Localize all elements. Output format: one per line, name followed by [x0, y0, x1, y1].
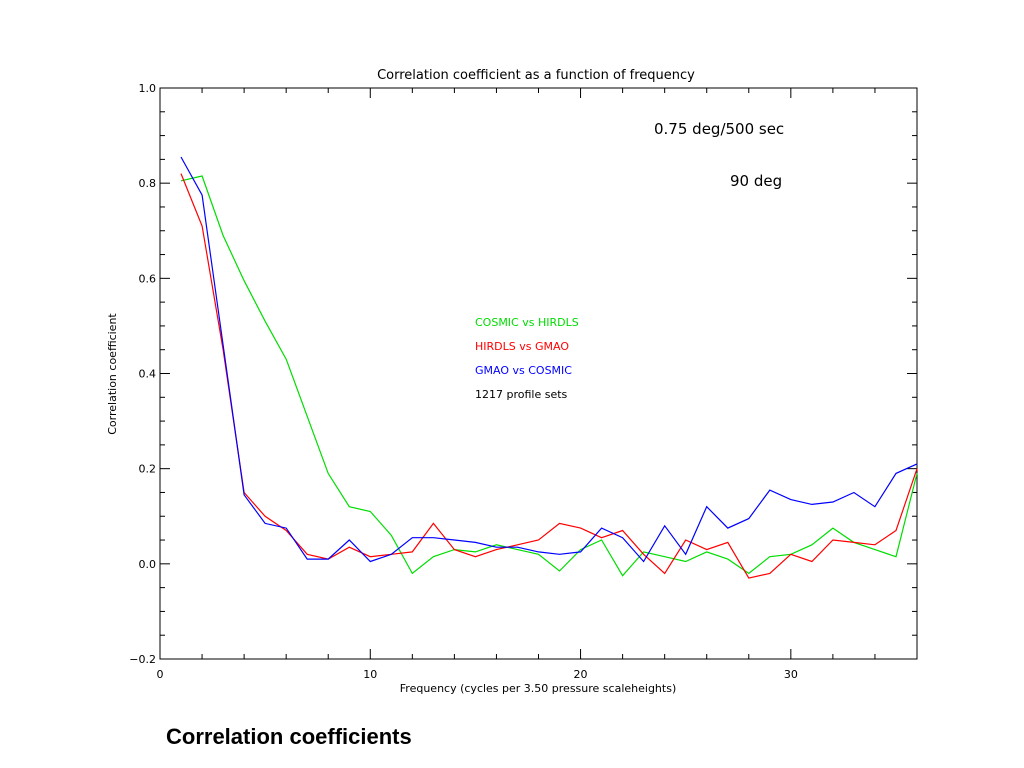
x-axis-label: Frequency (cycles per 3.50 pressure scal… [400, 682, 676, 695]
y-tick-label: −0.2 [129, 653, 156, 666]
y-tick-label: 0.8 [139, 177, 157, 190]
slide-caption: Correlation coefficients [166, 724, 412, 749]
axis-ticks [159, 87, 918, 660]
series-line-cosmic-vs-hirdls [180, 175, 918, 577]
x-tick-label: 20 [574, 668, 588, 681]
annotation-rate: 0.75 deg/500 sec [654, 120, 784, 138]
x-tick-label: 0 [157, 668, 164, 681]
y-tick-label: 0.2 [139, 463, 157, 476]
y-tick-label: 0.4 [139, 368, 157, 381]
legend-entry-hirdls-gmao: HIRDLS vs GMAO [475, 340, 569, 353]
y-tick-label: 1.0 [139, 82, 157, 95]
y-tick-label: 0.0 [139, 558, 157, 571]
annotation-angle: 90 deg [730, 172, 782, 190]
y-tick-label: 0.6 [139, 272, 157, 285]
legend-note: 1217 profile sets [475, 388, 568, 401]
series-lines [180, 156, 918, 579]
series-line-gmao-vs-cosmic [180, 156, 918, 563]
x-tick-label: 10 [363, 668, 377, 681]
legend-entry-gmao-cosmic: GMAO vs COSMIC [475, 364, 572, 377]
tick-labels: 0 10 20 30 −0.2 0.0 0.2 0.4 0.6 0.8 1.0 [129, 82, 798, 681]
chart-title: Correlation coefficient as a function of… [377, 68, 695, 83]
y-axis-label: Correlation coefficient [106, 313, 119, 435]
series-line-hirdls-vs-gmao [180, 173, 918, 579]
legend-entry-cosmic-hirdls: COSMIC vs HIRDLS [475, 316, 579, 329]
x-tick-label: 30 [784, 668, 798, 681]
